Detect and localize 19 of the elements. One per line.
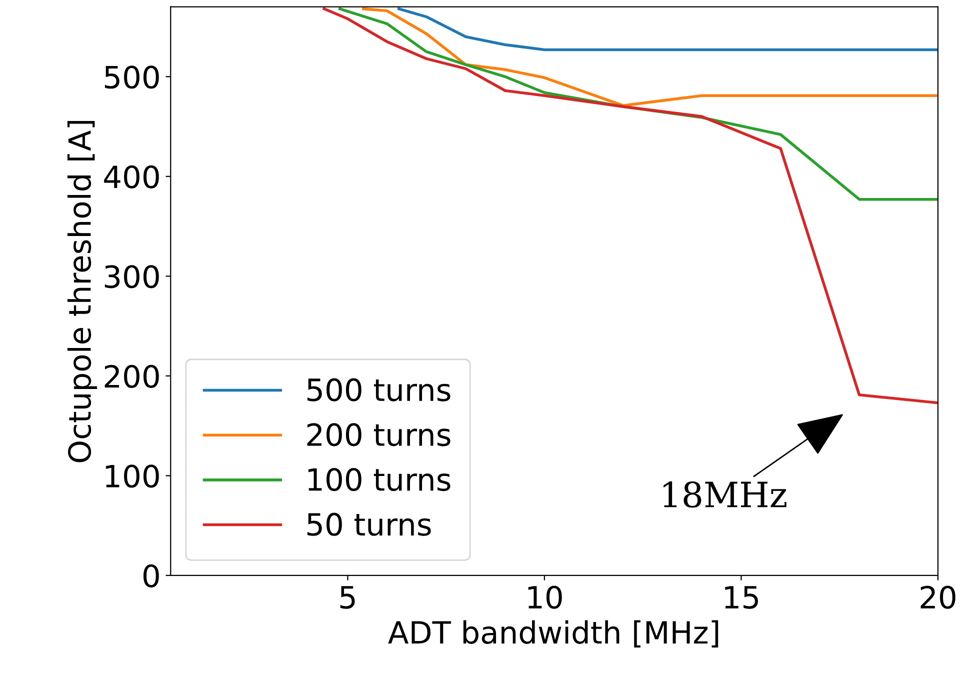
x-tick-label: 5 <box>340 586 355 609</box>
y-axis-title: Octupole threshold [A] <box>67 120 98 462</box>
x-tick-label: 10 <box>528 586 562 609</box>
x-tick-label: 15 <box>725 586 758 609</box>
y-tick-label: 300 <box>104 265 159 288</box>
y-tick-label: 100 <box>106 464 159 488</box>
y-tick-label: 0 <box>143 564 159 588</box>
line-series <box>397 7 938 52</box>
line-series <box>362 7 938 107</box>
y-tick-label: 200 <box>104 364 159 388</box>
x-axis-title: ADT bandwidth [MHz] <box>388 620 718 648</box>
legend-label: 200 turns <box>307 423 450 446</box>
x-tick-label: 20 <box>920 586 956 609</box>
annotation: 18MHz <box>664 481 786 508</box>
legend-label: 100 turns <box>308 468 450 492</box>
legend-label: 500 turns <box>307 378 450 402</box>
legend-label: 50 turns <box>307 512 431 536</box>
y-tick-label: 400 <box>104 165 159 188</box>
y-tick-label: 500 <box>104 66 159 89</box>
